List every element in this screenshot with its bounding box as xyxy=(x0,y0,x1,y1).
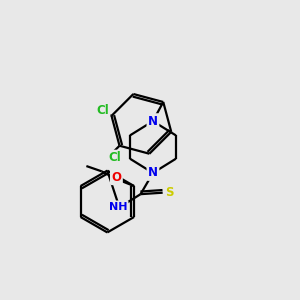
Text: N: N xyxy=(148,167,158,179)
Text: N: N xyxy=(148,115,158,128)
Text: NH: NH xyxy=(109,202,127,212)
Text: S: S xyxy=(165,186,173,199)
Text: Cl: Cl xyxy=(96,104,109,117)
Text: O: O xyxy=(111,171,122,184)
Text: Cl: Cl xyxy=(108,151,121,164)
